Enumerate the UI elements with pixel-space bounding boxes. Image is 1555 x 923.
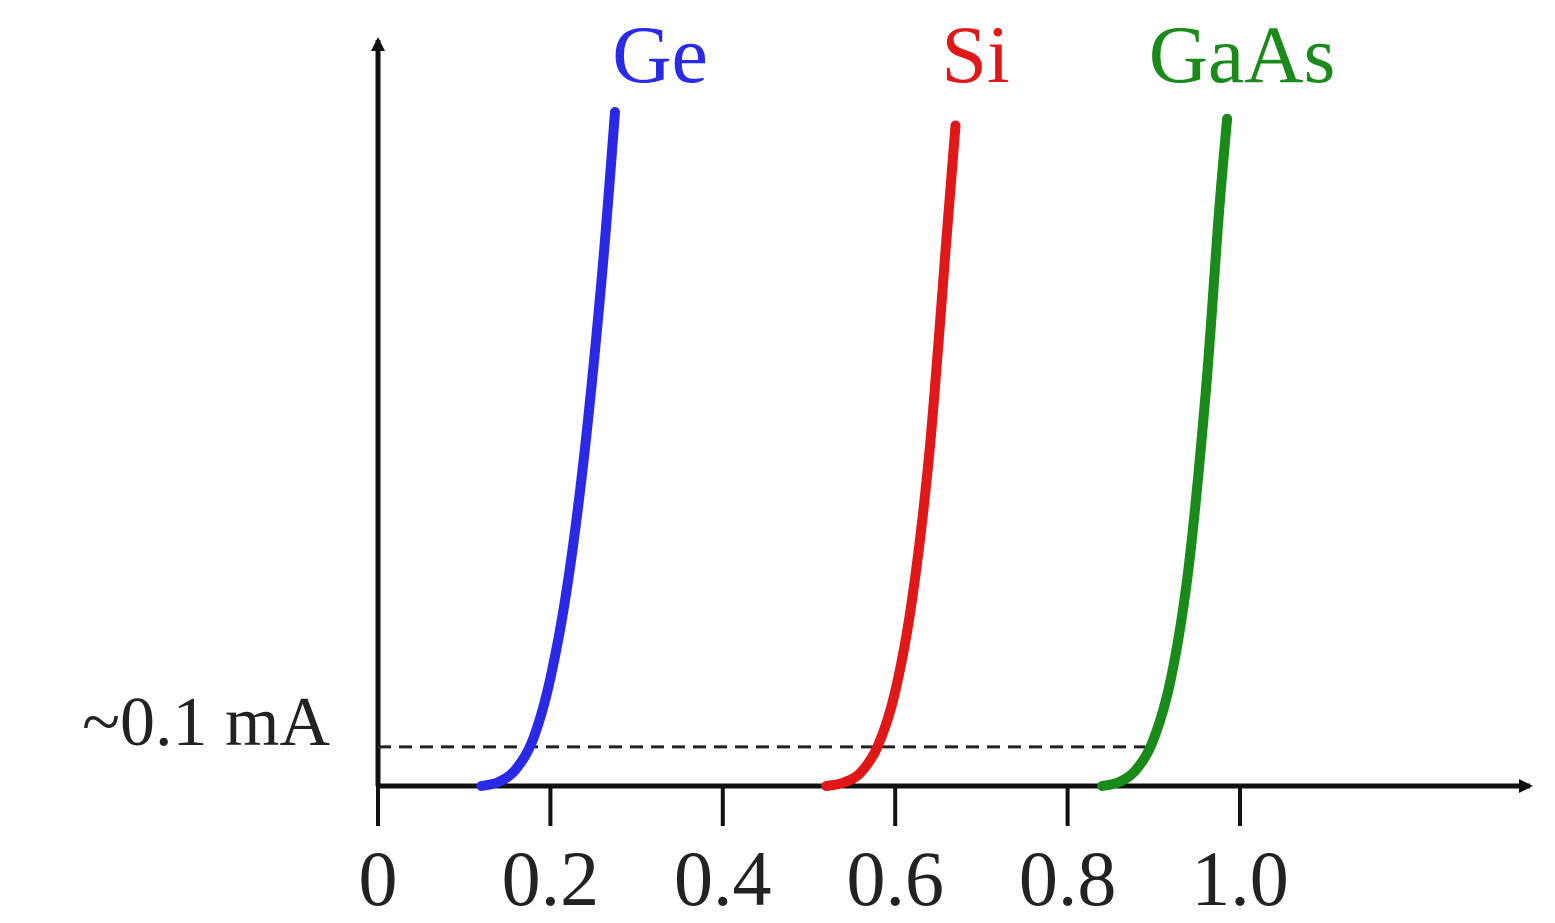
x-tick-label-2: 0.4: [674, 835, 772, 922]
x-ticks: 0 0.2 0.4 0.6 0.8 1.0: [359, 786, 1289, 922]
series-label-gaas: GaAs: [1149, 9, 1336, 100]
axes: 0 0.2 0.4 0.6 0.8 1.0: [359, 37, 1533, 922]
series-line-si: [821, 120, 961, 791]
reference-line-group: ~0.1 mA: [82, 684, 1146, 761]
x-tick-label-1: 0.2: [502, 835, 600, 922]
x-tick-label-4: 0.8: [1019, 835, 1117, 922]
series-label-si: Si: [941, 9, 1009, 100]
reference-line-label: ~0.1 mA: [82, 684, 330, 761]
x-tick-label-0: 0: [359, 835, 398, 922]
series-label-ge: Ge: [612, 9, 708, 100]
x-tick-label-5: 1.0: [1191, 835, 1289, 922]
series-group: Ge Si GaAs: [476, 9, 1336, 791]
series-line-ge: [476, 107, 620, 791]
series-line-gaas: [1097, 113, 1233, 791]
x-tick-label-3: 0.6: [846, 835, 944, 922]
